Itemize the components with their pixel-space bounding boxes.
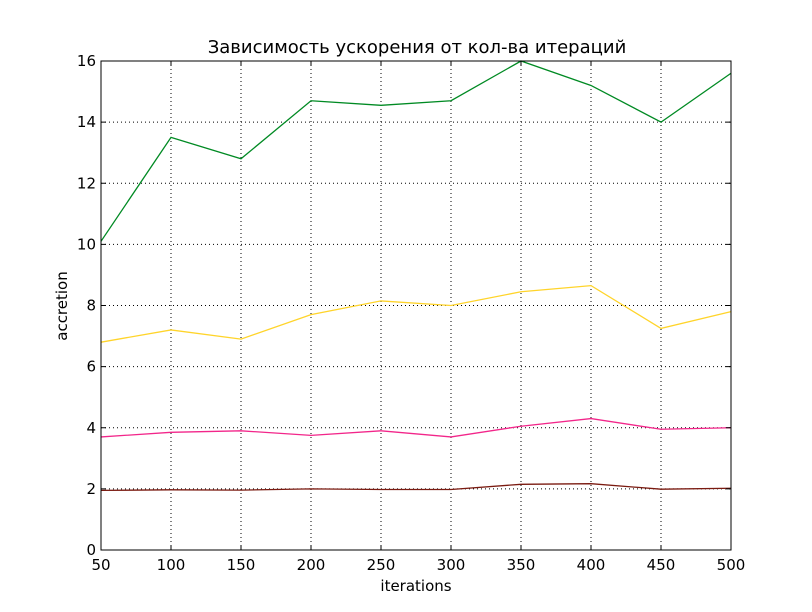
x-tick-label: 100 — [157, 556, 186, 574]
series-line-1 — [100, 60, 732, 242]
series-group — [100, 60, 732, 492]
x-tick-label: 200 — [297, 556, 326, 574]
y-axis-label: accretion — [53, 271, 71, 341]
y-tick-label: 12 — [77, 174, 96, 192]
y-tick-label: 6 — [86, 358, 96, 376]
y-tick-label: 16 — [77, 52, 96, 70]
y-tick-label: 8 — [86, 297, 96, 315]
ticks: 50 100 150 200 250 300 350 400 450 500 0 2 4 6 8 10 12 14… — [77, 52, 745, 574]
x-tick-label: 300 — [437, 556, 466, 574]
x-tick-label: 500 — [717, 556, 746, 574]
x-tick-label: 250 — [367, 556, 396, 574]
chart-title: Зависимость ускорения от кол-ва итераций — [208, 37, 627, 58]
series-line-2 — [100, 284, 732, 343]
y-tick-label: 2 — [86, 480, 96, 498]
y-tick-label: 0 — [86, 541, 96, 559]
series-line-4 — [100, 483, 732, 492]
series-line-3 — [100, 417, 732, 438]
x-tick-label: 150 — [227, 556, 256, 574]
x-tick-label: 400 — [577, 556, 606, 574]
x-tick-label: 50 — [91, 556, 110, 574]
y-tick-label: 10 — [77, 235, 96, 253]
x-tick-label: 350 — [507, 556, 536, 574]
y-tick-label: 4 — [86, 419, 96, 437]
x-tick-label: 450 — [647, 556, 676, 574]
x-axis-label: iterations — [380, 577, 451, 595]
y-tick-label: 14 — [77, 113, 96, 131]
